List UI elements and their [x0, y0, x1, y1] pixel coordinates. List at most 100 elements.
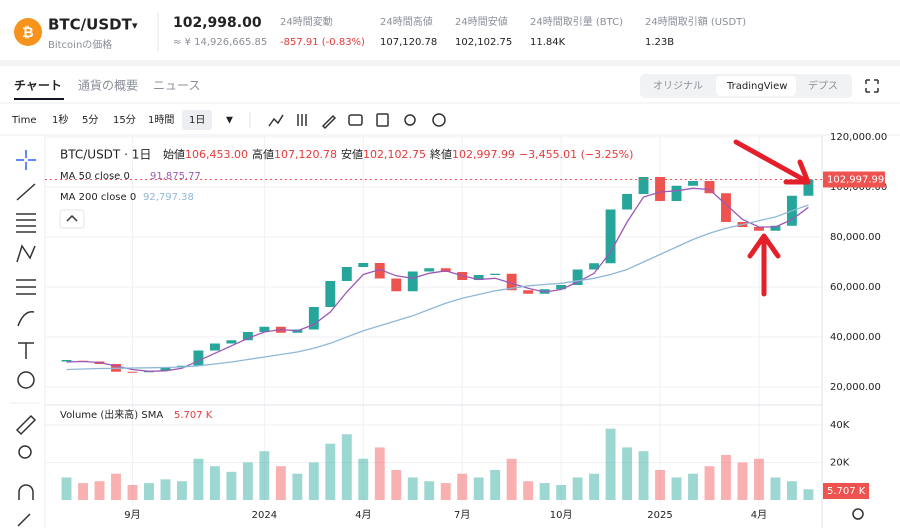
fullscreen-icon[interactable]: [865, 79, 879, 93]
x-tick-label: 4月: [751, 509, 767, 521]
chart-card: [0, 66, 900, 528]
tool-icon[interactable]: [404, 114, 416, 126]
candle: [490, 273, 501, 275]
stat-label: 24時間取引額 (USDT): [645, 15, 746, 28]
candle: [523, 290, 534, 294]
interval-caret[interactable]: ▼: [226, 116, 233, 126]
volume-bar: [160, 479, 171, 500]
ohlc-value: 107,120.78: [274, 148, 337, 161]
volume-bar: [803, 489, 814, 500]
tool-text[interactable]: [18, 342, 34, 359]
volume-bar: [193, 458, 204, 500]
ohlc-value: 106,453.00: [185, 148, 248, 161]
view-mode[interactable]: オリジナル: [653, 80, 703, 92]
legend-symbol: BTC/USDT · 1日: [60, 148, 151, 162]
x-tick-label: 2024: [252, 510, 277, 521]
symbol[interactable]: BTC/USDT: [48, 16, 133, 34]
stat-label: 24時間変動: [280, 15, 333, 28]
stat-value: 11.84K: [530, 37, 566, 48]
tool-pattern[interactable]: [16, 244, 36, 263]
volume-bar: [704, 466, 715, 500]
volume-label: Volume (出来高) SMA: [60, 408, 163, 421]
collapse-button[interactable]: [59, 209, 85, 229]
interval[interactable]: 1日: [189, 115, 205, 126]
tool-zoom[interactable]: [18, 445, 32, 459]
interval[interactable]: 5分: [82, 114, 98, 126]
view-active: [716, 76, 796, 96]
x-tick-label: 9月: [124, 509, 140, 521]
tool-icon[interactable]: [268, 114, 284, 127]
volume-tick-label: 20K: [830, 457, 850, 468]
volume-bar: [786, 481, 797, 500]
symbol-caret[interactable]: ▾: [132, 19, 138, 32]
ma-value: 91,875.77: [150, 171, 201, 182]
candle: [671, 185, 682, 201]
last-price-box: [823, 171, 885, 188]
tool-icon[interactable]: [348, 114, 363, 126]
ohlc-value: 102,102.75: [363, 148, 426, 161]
tool-magnet[interactable]: [18, 484, 34, 500]
tool-forecast[interactable]: [16, 279, 36, 295]
candle: [226, 340, 237, 344]
subtitle: Bitcoinの価格: [48, 38, 112, 51]
tab[interactable]: ニュース: [153, 79, 200, 93]
interval[interactable]: 1時間: [148, 114, 174, 126]
stat-label: 24時間安値: [455, 15, 508, 28]
tool-line[interactable]: [16, 183, 36, 201]
tool-pencil[interactable]: [17, 513, 31, 527]
collapse-icon[interactable]: [66, 214, 78, 222]
interval[interactable]: Time: [11, 115, 36, 126]
y-tick-label: 120,000.00: [830, 132, 887, 143]
candle: [374, 263, 385, 279]
stat-label: 24時間取引量 (BTC): [530, 16, 623, 28]
tool-ruler[interactable]: [15, 414, 37, 436]
tool-emoji[interactable]: [17, 371, 35, 389]
tool-icon[interactable]: [297, 114, 307, 126]
candle: [407, 271, 418, 292]
candle: [770, 225, 781, 231]
tool-crosshair[interactable]: [16, 150, 36, 170]
legend-ohlc: 始値106,453.00 高値107,120.78 安値102,102.75 終値10…: [163, 147, 633, 161]
interval[interactable]: 15分: [113, 114, 136, 126]
volume-bar: [506, 458, 517, 500]
volume-bar: [176, 481, 187, 500]
y-tick-label: 20,000.00: [830, 382, 881, 393]
candle: [655, 177, 665, 201]
tab[interactable]: チャート: [14, 79, 62, 93]
candle: [160, 367, 171, 371]
ma-label: MA 200 close 0: [60, 192, 136, 203]
candle: [424, 268, 435, 272]
tab[interactable]: 通貨の概要: [78, 78, 138, 93]
volume-bar: [61, 477, 72, 500]
interval[interactable]: 1秒: [52, 113, 68, 126]
ma-label: MA 50 close 0: [60, 171, 130, 182]
candle: [127, 371, 138, 373]
candle: [556, 285, 567, 290]
volume-bar: [638, 451, 649, 500]
volume-bar: [671, 477, 682, 500]
x-tick-label: 4月: [355, 509, 371, 521]
tool-icon[interactable]: [321, 114, 337, 130]
tool-icon[interactable]: [432, 113, 446, 127]
ohlc-label: 安値: [341, 148, 363, 161]
tool-brush[interactable]: [17, 311, 35, 327]
ma-line: [66, 187, 809, 372]
candle: [473, 275, 484, 280]
view-mode[interactable]: デプス: [808, 79, 838, 92]
settings-icon[interactable]: [852, 508, 864, 520]
interval-active: [182, 110, 212, 130]
volume-bar: [78, 483, 88, 500]
view-mode[interactable]: TradingView: [726, 81, 787, 92]
stat-value: -857.91 (-0.83%): [280, 37, 365, 48]
volume-bar: [275, 466, 286, 500]
volume-value: 5.707 K: [174, 410, 213, 421]
volume-bar: [589, 473, 600, 500]
header-bg: [0, 0, 900, 60]
volume-bar: [374, 447, 385, 500]
volume-bar: [242, 462, 253, 500]
ma-value: 92,797.38: [143, 192, 194, 203]
ohlc-label: 高値: [252, 147, 274, 161]
tool-icon[interactable]: [376, 113, 389, 127]
tool-fib[interactable]: [16, 213, 36, 233]
